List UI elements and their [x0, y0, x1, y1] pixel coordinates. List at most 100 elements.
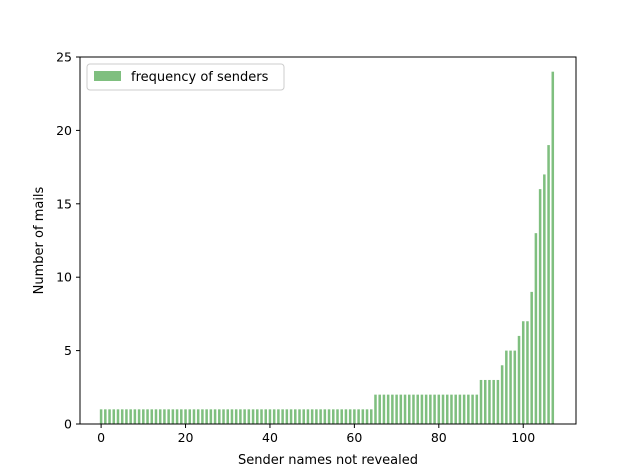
bar [365, 409, 369, 424]
bar [382, 394, 386, 424]
bar [353, 409, 356, 424]
x-tick-label: 80 [431, 430, 447, 445]
bar [378, 394, 381, 424]
legend-label: frequency of senders [131, 70, 269, 85]
bar [433, 394, 436, 424]
bar [222, 409, 225, 424]
bar [407, 394, 411, 424]
bar [120, 409, 124, 424]
bar [196, 409, 200, 424]
legend-swatch [94, 71, 121, 81]
legend-box [86, 63, 285, 91]
bar [289, 409, 293, 424]
bar [454, 394, 457, 424]
bar [416, 394, 419, 424]
bar [471, 394, 474, 424]
bar [450, 394, 453, 424]
bar [445, 394, 449, 424]
bar [475, 394, 479, 424]
bar [264, 409, 267, 424]
y-tick-label: 15 [56, 196, 72, 211]
bar [205, 409, 208, 424]
bar [310, 409, 314, 424]
bar [243, 409, 246, 424]
bar [467, 394, 470, 424]
bar [327, 409, 331, 424]
bar [336, 409, 339, 424]
bar [361, 409, 365, 424]
y-tick-label: 5 [64, 343, 72, 358]
y-axis-label: Number of mails [32, 186, 47, 294]
bar [104, 409, 107, 424]
bar [277, 409, 280, 424]
x-tick-label: 60 [346, 430, 362, 445]
bar [163, 409, 166, 424]
bar [547, 145, 550, 424]
legend: frequency of senders [86, 63, 285, 91]
bar [298, 409, 301, 424]
bar [268, 409, 272, 424]
bar [180, 409, 183, 424]
bar [213, 409, 217, 424]
bar [521, 321, 525, 424]
bar [458, 394, 462, 424]
bar [251, 409, 255, 424]
bar [424, 394, 428, 424]
bar [357, 409, 360, 424]
bar [256, 409, 259, 424]
bar [505, 350, 508, 424]
bar [112, 409, 116, 424]
bar [441, 394, 445, 424]
bar [154, 409, 158, 424]
x-tick-label: 0 [97, 430, 105, 445]
bar [167, 409, 170, 424]
bar [391, 394, 394, 424]
bar [192, 409, 196, 424]
bar [188, 409, 192, 424]
bar [483, 379, 487, 424]
bar [344, 409, 348, 424]
bar [399, 394, 403, 424]
bar [496, 379, 500, 424]
bar [230, 409, 234, 424]
bar [171, 409, 175, 424]
x-axis-label: Sender names not revealed [238, 453, 418, 468]
bar [332, 409, 335, 424]
bar [315, 409, 318, 424]
bar [234, 409, 238, 424]
bar [412, 394, 415, 424]
bar [137, 409, 141, 424]
bars-layer [99, 71, 555, 425]
y-tick-label: 20 [56, 123, 72, 138]
bar [108, 409, 111, 424]
bar [150, 409, 154, 424]
bar [184, 409, 187, 424]
bar [302, 409, 305, 424]
bar [488, 379, 491, 424]
bar [201, 409, 204, 424]
bar [543, 174, 546, 424]
y-axis-ticks: 0 5 10 15 20 25 [56, 50, 80, 432]
bar [530, 291, 533, 424]
bar [420, 394, 424, 424]
bar [370, 409, 373, 424]
bar [348, 409, 352, 424]
bar [158, 409, 162, 424]
bar [285, 409, 289, 424]
bar [306, 409, 310, 424]
bar [437, 394, 441, 424]
bar [479, 379, 483, 424]
bar [175, 409, 179, 424]
bar [462, 394, 466, 424]
bar [218, 409, 221, 424]
bar [281, 409, 284, 424]
bar [125, 409, 128, 424]
x-tick-label: 40 [262, 430, 278, 445]
bar [374, 394, 377, 424]
bar [133, 409, 137, 424]
bar [209, 409, 213, 424]
bar [517, 335, 521, 424]
bar [323, 409, 327, 424]
